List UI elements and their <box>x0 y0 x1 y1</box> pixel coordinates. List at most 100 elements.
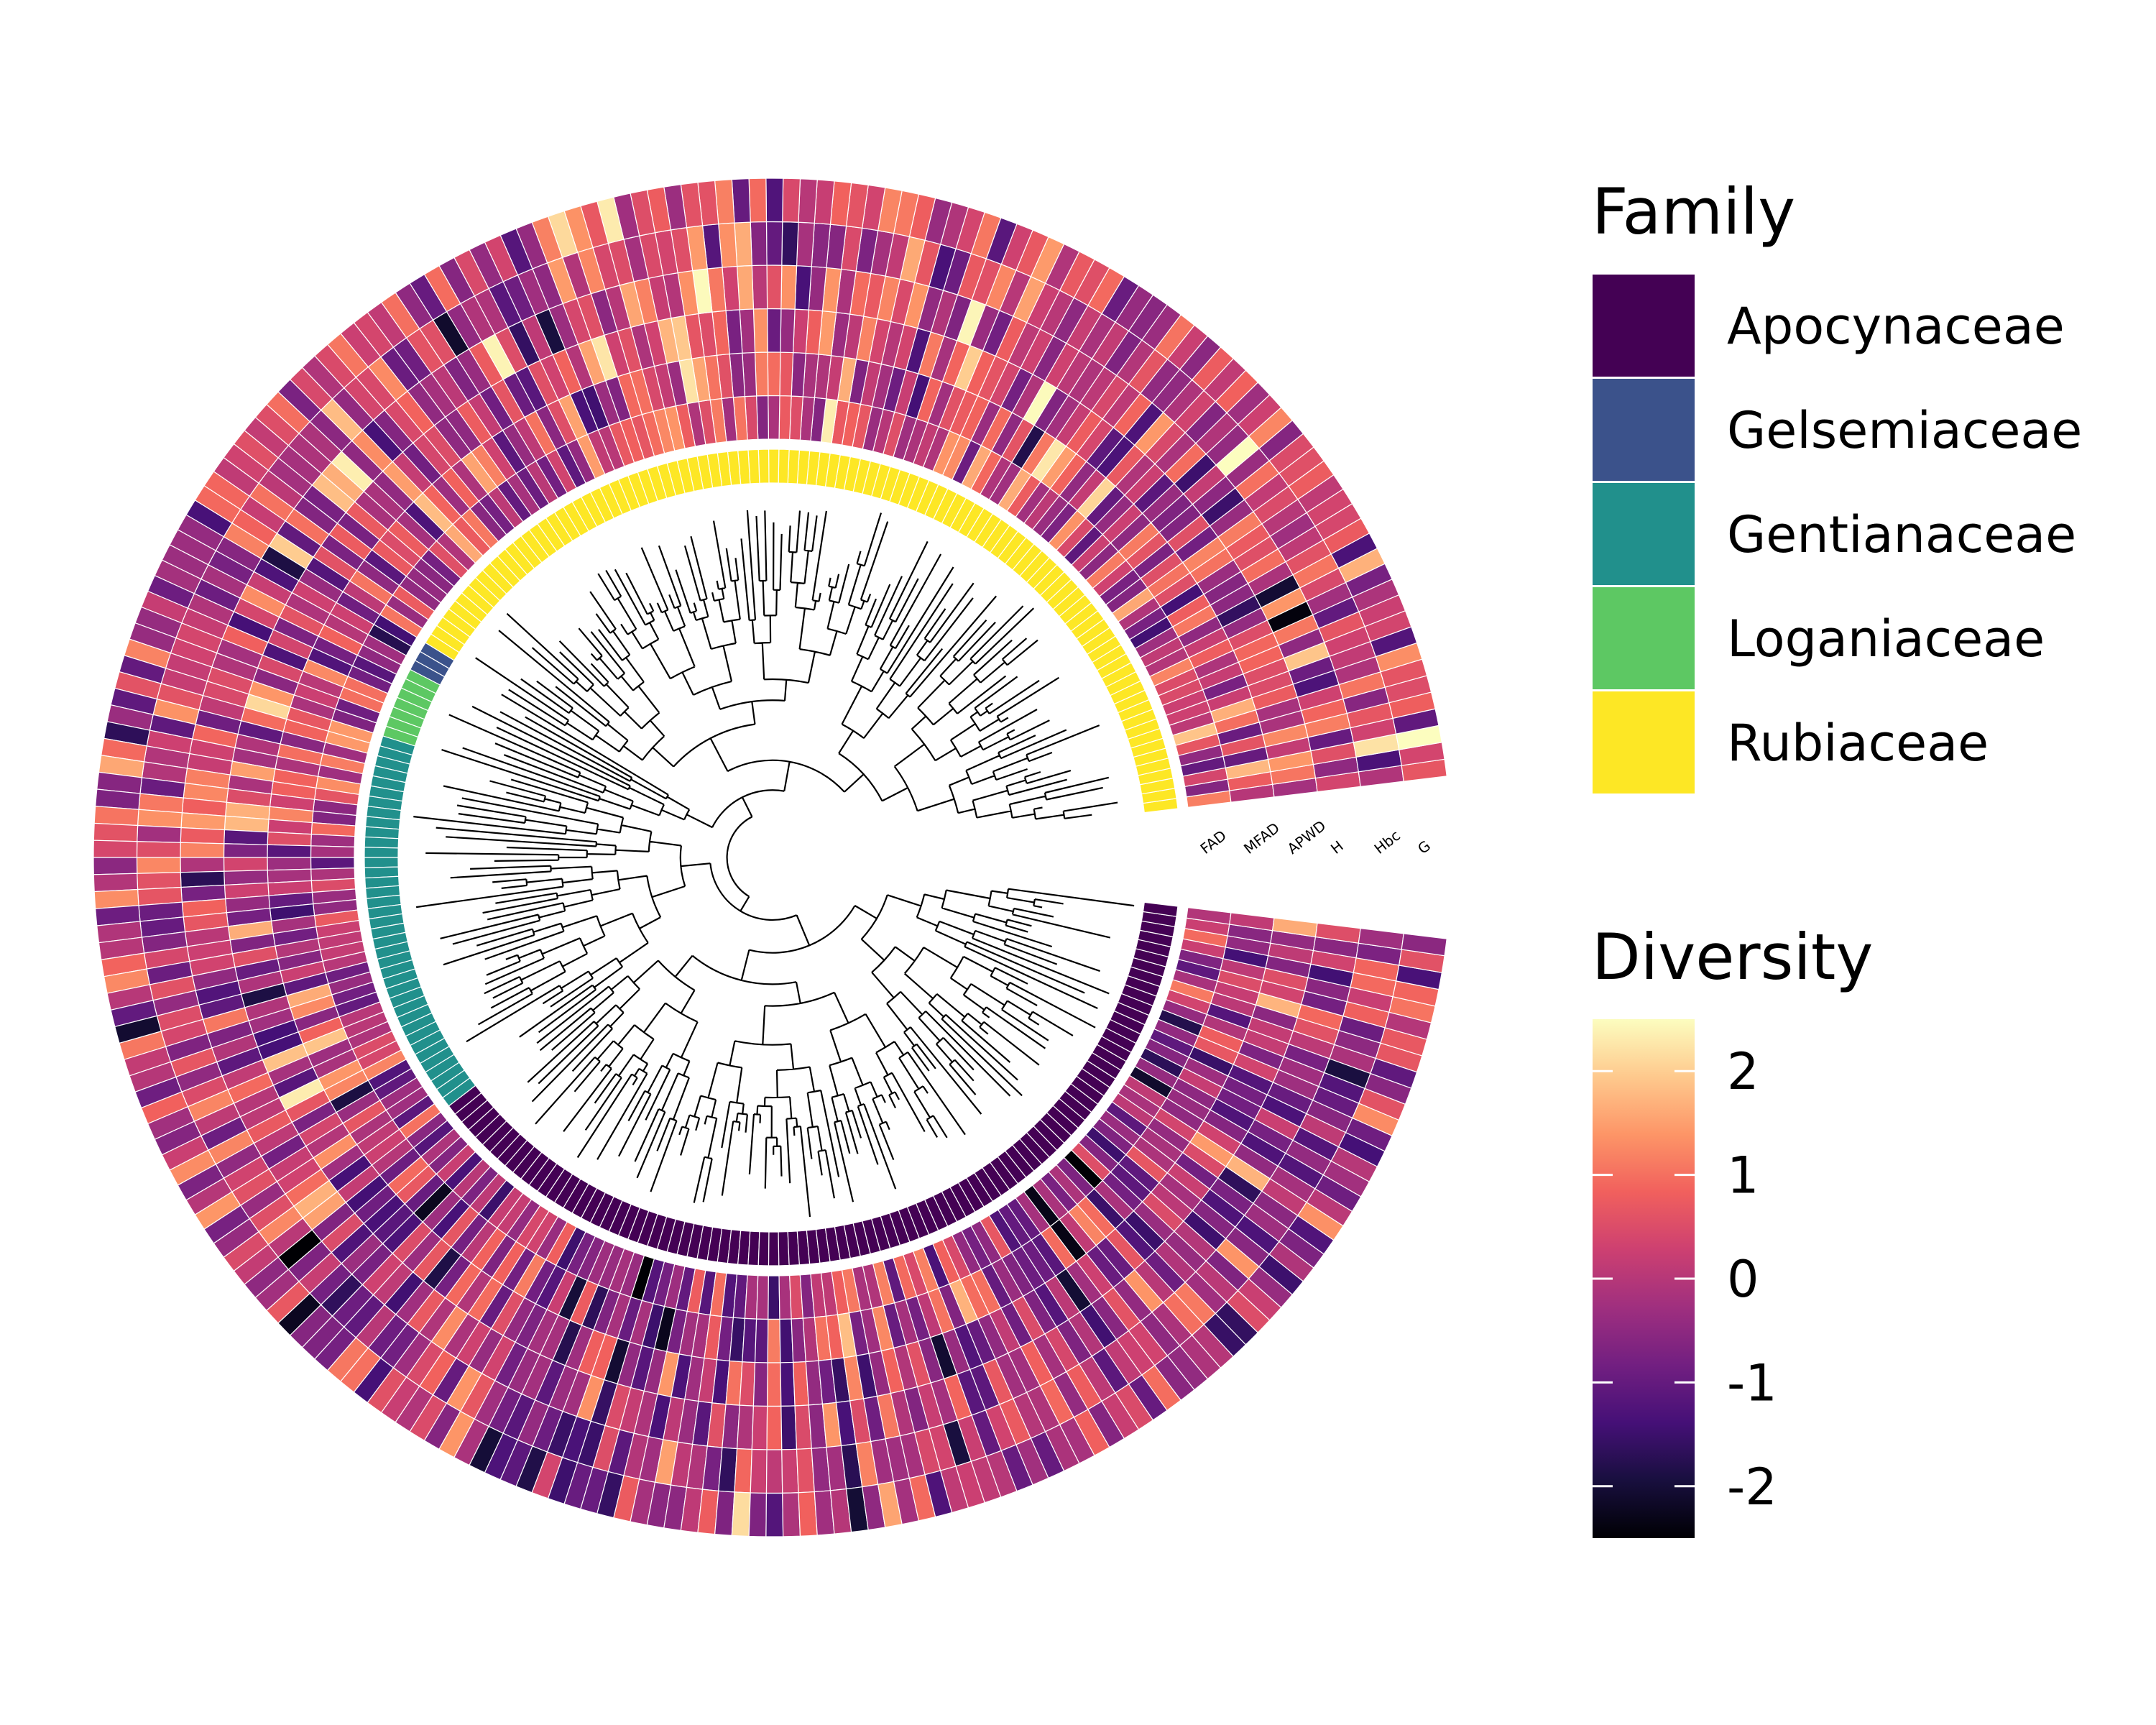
heatmap-cell <box>180 842 225 858</box>
family-ring-cell <box>747 1230 760 1266</box>
heatmap-cell <box>267 857 312 871</box>
heatmap-cell <box>752 308 768 354</box>
heatmap-cell <box>780 1361 796 1407</box>
heatmap-cell <box>310 845 355 858</box>
heatmap-cell <box>310 857 355 870</box>
heatmap-cell <box>223 857 268 872</box>
ring-label: Hbc <box>1371 827 1404 857</box>
heatmap-cell <box>224 815 270 833</box>
heatmap-cell <box>751 1405 768 1450</box>
family-legend-label: Rubiaceae <box>1727 714 1989 773</box>
colorbar-tick-label: 1 <box>1727 1146 1759 1205</box>
diversity-legend: Diversity 2 1 0 -1 -2 <box>1592 920 1874 1538</box>
heatmap-cell <box>756 395 769 440</box>
ring-label: H <box>1327 837 1347 857</box>
family-ring-cell <box>364 836 400 849</box>
heatmap-cell <box>137 824 182 843</box>
heatmap-cell <box>1401 933 1447 957</box>
heatmap-cell <box>789 395 803 441</box>
family-ring-cell <box>757 448 770 484</box>
heatmap-cell <box>310 834 356 847</box>
heatmap-cell <box>93 857 138 875</box>
heatmap-cell <box>765 178 784 223</box>
heatmap-cell <box>223 843 268 858</box>
heatmap-cell <box>796 221 815 267</box>
heatmap-cell <box>739 1361 756 1407</box>
heatmap-cell <box>765 1449 783 1494</box>
family-legend-title: Family <box>1592 175 1795 249</box>
heatmap-cell <box>748 1492 768 1537</box>
heatmap-cell <box>767 351 781 397</box>
heatmap-cell <box>267 831 312 847</box>
heatmap-cell <box>224 829 269 845</box>
family-legend-swatch <box>1593 275 1695 377</box>
ring-label: APWD <box>1284 817 1330 857</box>
heatmap-cell <box>782 1492 801 1537</box>
heatmap-cell <box>731 178 751 224</box>
colorbar-tick-label: 0 <box>1727 1250 1759 1309</box>
heatmap-cell <box>780 1405 798 1450</box>
family-ring-cell <box>768 1231 780 1266</box>
heatmap-cell <box>734 1448 752 1494</box>
heatmap-cell <box>767 1318 781 1363</box>
family-legend-swatch <box>1593 587 1695 689</box>
colorbar-tick-label: 2 <box>1727 1042 1759 1101</box>
heatmap-cell <box>750 1448 768 1494</box>
heatmap-cell <box>754 351 769 397</box>
family-legend-swatch <box>1593 483 1695 585</box>
diversity-heatmap-rings <box>93 178 1447 1537</box>
heatmap-cell <box>781 1448 799 1494</box>
family-legend-label: Loganiaceae <box>1727 610 2045 668</box>
heatmap-cell <box>718 1447 738 1493</box>
heatmap-cell <box>137 809 183 829</box>
colorbar-tick-label: -1 <box>1727 1353 1777 1412</box>
heatmap-cell <box>180 870 226 888</box>
heatmap-cell <box>93 840 138 858</box>
heatmap-cell <box>180 857 225 873</box>
family-legend-label: Apocynaceae <box>1727 297 2065 356</box>
phylogenetic-tree <box>413 510 1135 1218</box>
heatmap-cell <box>765 221 783 266</box>
heatmap-cell <box>767 1362 782 1407</box>
heatmap-cell <box>744 1274 759 1320</box>
family-ring-cell <box>778 1230 790 1266</box>
heatmap-cell <box>768 395 780 440</box>
family-legend-swatch <box>1593 691 1695 794</box>
ring-label: G <box>1414 837 1434 857</box>
family-ring-cell <box>364 857 399 868</box>
heatmap-cell <box>714 1490 735 1536</box>
heatmap-cell <box>748 178 768 223</box>
heatmap-cell <box>768 1275 780 1320</box>
heatmap-cell <box>137 872 182 891</box>
heatmap-cell <box>136 857 181 874</box>
heatmap-cell <box>756 1275 769 1320</box>
family-ring-cell <box>787 448 801 484</box>
family-legend-swatch <box>1593 379 1695 481</box>
heatmap-cell <box>731 1491 751 1537</box>
heatmap-cell <box>765 1492 784 1537</box>
ring-label: FAD <box>1197 827 1230 857</box>
ring-label: MFAD <box>1240 819 1283 857</box>
diversity-legend-title: Diversity <box>1592 920 1874 994</box>
family-ring-cell <box>364 847 399 858</box>
heatmap-cell <box>751 264 768 310</box>
family-legend-label: Gelsemiaceae <box>1727 401 2082 460</box>
family-ring-cell <box>778 448 790 484</box>
heatmap-cell <box>798 178 818 224</box>
heatmap-cell <box>781 221 799 267</box>
family-ring-cell <box>1142 901 1179 917</box>
heatmap-cell <box>736 1404 755 1450</box>
heatmap-cell <box>780 264 798 310</box>
heatmap-cell <box>792 308 809 354</box>
heatmap-cell <box>93 873 139 893</box>
heatmap-cell <box>778 395 792 441</box>
heatmap-cell <box>767 308 782 353</box>
heatmap-cell <box>752 1361 768 1407</box>
family-ring <box>364 448 1179 1266</box>
tree-branches <box>413 510 1135 1218</box>
heatmap-cell <box>180 812 226 831</box>
heatmap-cell <box>136 841 181 858</box>
heatmap-cell <box>180 827 226 845</box>
